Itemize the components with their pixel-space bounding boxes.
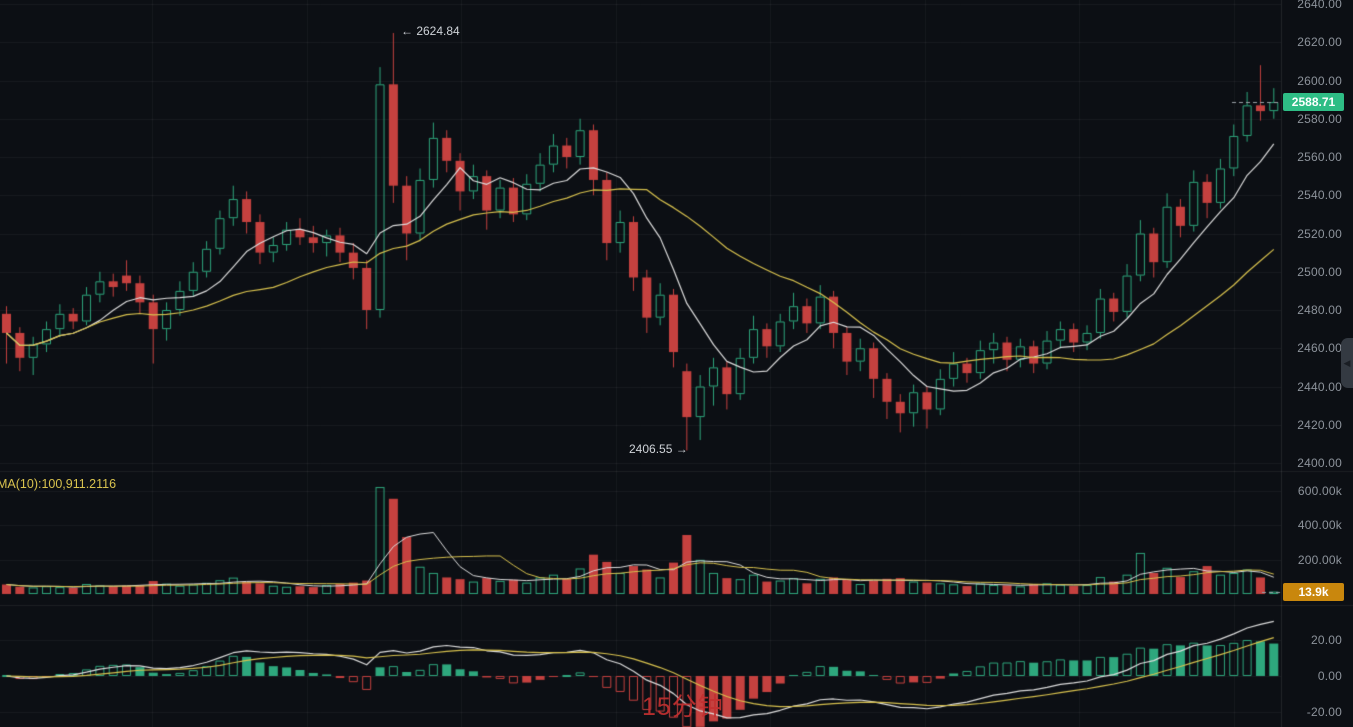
low-price-annotation: 2406.55 → (629, 442, 688, 456)
timeframe-watermark: 15分钟 (642, 693, 724, 721)
volume-ma-indicator-label: MA(10):100,911.2116 (0, 477, 117, 491)
chevron-left-icon: ◀ (1343, 357, 1351, 368)
high-price-annotation: ← 2624.84 (401, 24, 460, 38)
last-price-badge: 2588.71 (1283, 93, 1344, 111)
current-volume-badge: 13.9k (1283, 583, 1344, 601)
panel-collapse-handle[interactable]: ◀ (1341, 338, 1353, 388)
